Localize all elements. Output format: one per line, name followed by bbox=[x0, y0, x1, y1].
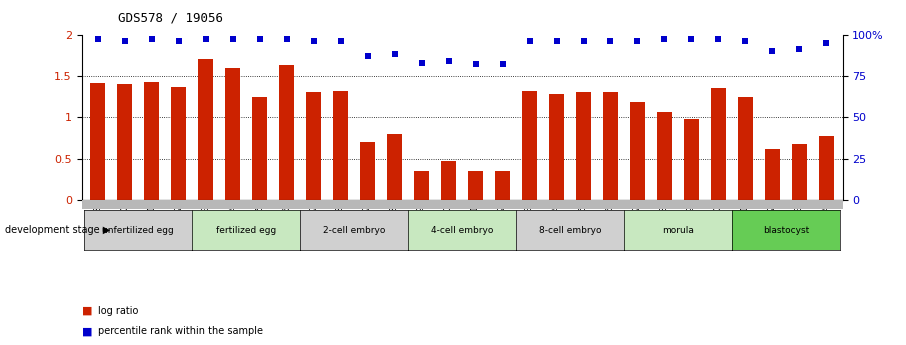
Point bbox=[766, 48, 780, 54]
Bar bbox=[738, 97, 753, 200]
Point bbox=[118, 38, 132, 44]
Text: percentile rank within the sample: percentile rank within the sample bbox=[98, 326, 263, 336]
Bar bbox=[333, 91, 348, 200]
Point bbox=[253, 37, 267, 42]
Point bbox=[738, 38, 753, 44]
Text: ■: ■ bbox=[82, 326, 92, 336]
Text: development stage ▶: development stage ▶ bbox=[5, 225, 110, 235]
Point bbox=[414, 60, 429, 66]
Text: log ratio: log ratio bbox=[98, 306, 139, 315]
Point bbox=[576, 38, 591, 44]
Bar bbox=[144, 82, 159, 200]
Bar bbox=[226, 68, 240, 200]
Bar bbox=[306, 92, 321, 200]
Point bbox=[792, 47, 806, 52]
Text: 8-cell embryo: 8-cell embryo bbox=[539, 226, 602, 235]
Text: morula: morula bbox=[662, 226, 694, 235]
Point bbox=[279, 37, 294, 42]
Bar bbox=[468, 171, 483, 200]
Text: 2-cell embryo: 2-cell embryo bbox=[323, 226, 385, 235]
Point bbox=[361, 53, 375, 59]
Point bbox=[198, 37, 213, 42]
Point bbox=[441, 58, 456, 64]
Point bbox=[144, 37, 159, 42]
Bar bbox=[657, 111, 672, 200]
Bar bbox=[603, 92, 618, 200]
Point bbox=[603, 38, 618, 44]
Point bbox=[306, 38, 321, 44]
Bar bbox=[198, 59, 213, 200]
Point bbox=[711, 37, 726, 42]
Point bbox=[684, 37, 699, 42]
Point bbox=[819, 40, 834, 46]
Bar bbox=[792, 144, 807, 200]
Bar bbox=[684, 119, 699, 200]
Bar bbox=[630, 102, 645, 200]
Bar bbox=[91, 82, 105, 200]
Text: GDS578 / 19056: GDS578 / 19056 bbox=[118, 11, 223, 24]
Text: ■: ■ bbox=[82, 306, 92, 315]
Bar bbox=[576, 92, 591, 200]
Point bbox=[496, 61, 510, 67]
Bar bbox=[252, 97, 267, 200]
Point bbox=[657, 37, 671, 42]
Bar bbox=[441, 161, 456, 200]
Bar bbox=[549, 94, 564, 200]
Bar bbox=[414, 171, 429, 200]
Bar bbox=[765, 149, 780, 200]
Text: fertilized egg: fertilized egg bbox=[216, 226, 276, 235]
Bar bbox=[711, 88, 726, 200]
Bar bbox=[171, 87, 186, 200]
Bar bbox=[117, 84, 132, 200]
Bar bbox=[522, 91, 537, 200]
Bar bbox=[819, 136, 834, 200]
Point bbox=[631, 38, 645, 44]
Point bbox=[333, 38, 348, 44]
Point bbox=[226, 37, 240, 42]
Bar bbox=[495, 171, 510, 200]
Point bbox=[91, 37, 105, 42]
Text: unfertilized egg: unfertilized egg bbox=[102, 226, 174, 235]
Bar bbox=[361, 142, 375, 200]
Text: blastocyst: blastocyst bbox=[763, 226, 809, 235]
Bar bbox=[279, 65, 294, 200]
Point bbox=[468, 61, 483, 67]
Point bbox=[171, 38, 186, 44]
Text: 4-cell embryo: 4-cell embryo bbox=[431, 226, 493, 235]
Point bbox=[388, 52, 402, 57]
Point bbox=[522, 38, 536, 44]
Bar bbox=[387, 134, 402, 200]
Point bbox=[549, 38, 564, 44]
